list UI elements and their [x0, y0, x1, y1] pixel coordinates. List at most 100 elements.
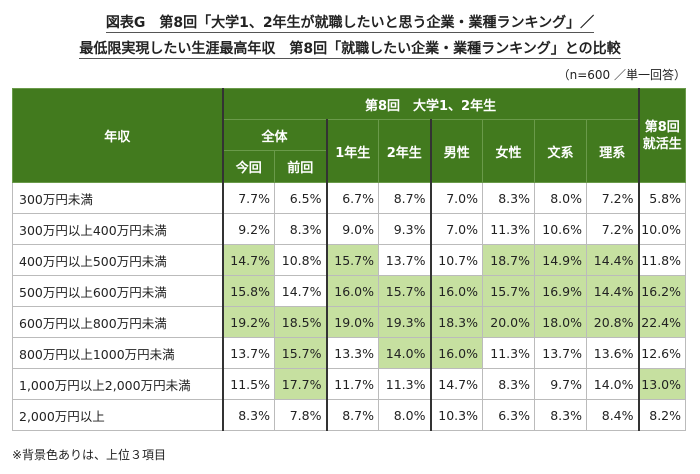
- value-cell: 10.8%: [274, 244, 327, 276]
- value-cell: 22.4%: [637, 306, 687, 338]
- value-cell: 17.7%: [274, 368, 327, 400]
- value-cell: 18.7%: [482, 244, 535, 276]
- header-job-hunting: 第8回就活生: [637, 88, 687, 183]
- value-cell: 13.0%: [637, 368, 687, 400]
- value-cell: 8.2%: [637, 399, 687, 431]
- row-label: 400万円以上500万円未満: [12, 244, 223, 276]
- value-cell: 6.3%: [482, 399, 535, 431]
- value-cell: 15.8%: [221, 275, 275, 307]
- row-label: 2,000万円以上: [12, 399, 223, 431]
- table-row: 300万円未満 7.7% 6.5% 6.7% 8.7% 7.0% 8.3% 8.0% 7.2% 5…: [12, 182, 687, 214]
- value-cell: 14.0%: [585, 368, 640, 400]
- header-previous: 前回: [274, 150, 327, 183]
- header-col: 文系: [534, 119, 587, 183]
- value-cell: 15.7%: [274, 337, 327, 369]
- table-row: 2,000万円以上 8.3% 7.8% 8.7% 8.0% 10.3% 6.3% 8.3% 8.…: [12, 399, 687, 431]
- value-cell: 6.5%: [274, 182, 327, 214]
- value-cell: 9.3%: [378, 213, 431, 245]
- value-cell: 20.0%: [482, 306, 535, 338]
- value-cell: 13.6%: [585, 337, 640, 369]
- value-cell: 11.5%: [221, 368, 275, 400]
- header-col: 男性: [429, 119, 483, 183]
- title-line-2: 最低限実現したい生涯最高年収 第8回「就職したい企業・業種ランキング」との比較: [79, 41, 621, 59]
- value-cell: 11.3%: [378, 368, 431, 400]
- table-row: 300万円以上400万円未満 9.2% 8.3% 9.0% 9.3% 7.0% 11.3% 1…: [12, 213, 687, 245]
- value-cell: 18.3%: [429, 306, 483, 338]
- value-cell: 16.2%: [637, 275, 687, 307]
- value-cell: 9.0%: [325, 213, 379, 245]
- header-group: 第8回 大学1、2年生: [221, 88, 640, 120]
- value-cell: 13.7%: [221, 337, 275, 369]
- row-label: 800万円以上1000万円未満: [12, 337, 223, 369]
- header-col: 2年生: [378, 119, 431, 183]
- value-cell: 8.7%: [378, 182, 431, 214]
- value-cell: 9.7%: [534, 368, 587, 400]
- table-row: 600万円以上800万円未満 19.2% 18.5% 19.0% 19.3% 18.3% 2…: [12, 306, 687, 338]
- value-cell: 14.4%: [585, 244, 640, 276]
- value-cell: 8.7%: [325, 399, 379, 431]
- row-label: 500万円以上600万円未満: [12, 275, 223, 307]
- value-cell: 11.3%: [482, 337, 535, 369]
- value-cell: 12.6%: [637, 337, 687, 369]
- value-cell: 8.3%: [482, 368, 535, 400]
- value-cell: 14.0%: [378, 337, 431, 369]
- value-cell: 18.0%: [534, 306, 587, 338]
- value-cell: 14.7%: [274, 275, 327, 307]
- income-table: 年収 第8回 大学1、2年生 第8回就活生 全体 1年生 2年生 男性 女性 文…: [12, 88, 687, 431]
- value-cell: 10.0%: [637, 213, 687, 245]
- value-cell: 20.8%: [585, 306, 640, 338]
- value-cell: 10.7%: [429, 244, 483, 276]
- value-cell: 19.3%: [378, 306, 431, 338]
- header-col: 理系: [585, 119, 640, 183]
- table-row: 500万円以上600万円未満 15.8% 14.7% 16.0% 15.7% 16.0% 1…: [12, 275, 687, 307]
- header-current: 今回: [221, 150, 275, 183]
- value-cell: 8.0%: [534, 182, 587, 214]
- value-cell: 7.2%: [585, 213, 640, 245]
- value-cell: 16.9%: [534, 275, 587, 307]
- table-row: 800万円以上1000万円未満 13.7% 15.7% 13.3% 14.0% 16.0%…: [12, 337, 687, 369]
- header-income: 年収: [12, 88, 223, 183]
- value-cell: 5.8%: [637, 182, 687, 214]
- value-cell: 10.6%: [534, 213, 587, 245]
- value-cell: 11.7%: [325, 368, 379, 400]
- value-cell: 7.8%: [274, 399, 327, 431]
- header-overall: 全体: [221, 119, 327, 151]
- footnote: ※背景色ありは、上位３項目: [12, 448, 167, 462]
- table-row: 1,000万円以上2,000万円未満 11.5% 17.7% 11.7% 11.3% 14…: [12, 368, 687, 400]
- header-col: 女性: [482, 119, 535, 183]
- value-cell: 7.0%: [429, 213, 483, 245]
- value-cell: 16.0%: [429, 275, 483, 307]
- value-cell: 7.0%: [429, 182, 483, 214]
- row-label: 1,000万円以上2,000万円未満: [12, 368, 223, 400]
- value-cell: 11.8%: [637, 244, 687, 276]
- value-cell: 8.0%: [378, 399, 431, 431]
- value-cell: 13.3%: [325, 337, 379, 369]
- value-cell: 14.7%: [221, 244, 275, 276]
- value-cell: 14.7%: [429, 368, 483, 400]
- value-cell: 8.4%: [585, 399, 640, 431]
- value-cell: 8.3%: [274, 213, 327, 245]
- value-cell: 19.0%: [325, 306, 379, 338]
- value-cell: 8.3%: [534, 399, 587, 431]
- header-col: 1年生: [325, 119, 379, 183]
- value-cell: 13.7%: [378, 244, 431, 276]
- value-cell: 6.7%: [325, 182, 379, 214]
- value-cell: 7.2%: [585, 182, 640, 214]
- row-label: 600万円以上800万円未満: [12, 306, 223, 338]
- value-cell: 15.7%: [378, 275, 431, 307]
- row-label: 300万円未満: [12, 182, 223, 214]
- value-cell: 19.2%: [221, 306, 275, 338]
- value-cell: 8.3%: [221, 399, 275, 431]
- value-cell: 16.0%: [429, 337, 483, 369]
- table-row: 400万円以上500万円未満 14.7% 10.8% 15.7% 13.7% 10.7% 1…: [12, 244, 687, 276]
- sample-note: （n=600 ／単一回答）: [557, 68, 686, 82]
- value-cell: 7.7%: [221, 182, 275, 214]
- value-cell: 14.4%: [585, 275, 640, 307]
- value-cell: 18.5%: [274, 306, 327, 338]
- value-cell: 8.3%: [482, 182, 535, 214]
- value-cell: 14.9%: [534, 244, 587, 276]
- title-line-1: 図表G 第8回「大学1、2年生が就職したいと思う企業・業種ランキング」／: [105, 15, 595, 33]
- value-cell: 15.7%: [482, 275, 535, 307]
- value-cell: 10.3%: [429, 399, 483, 431]
- value-cell: 11.3%: [482, 213, 535, 245]
